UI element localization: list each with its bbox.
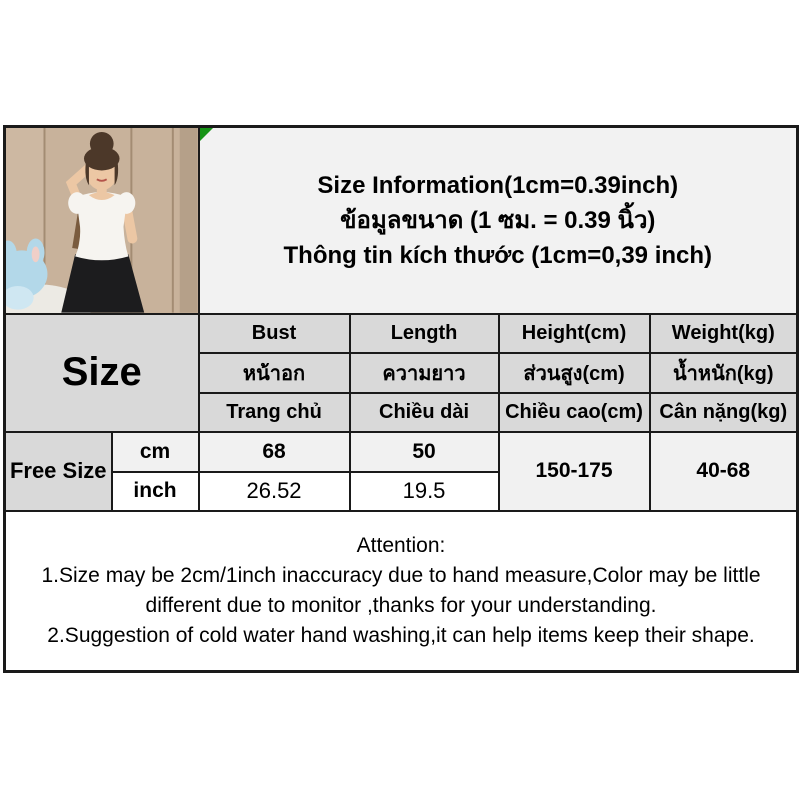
attention-note: Attention: 1.Size may be 2cm/1inch inacc…	[3, 509, 799, 673]
title-vietnamese: Thông tin kích thước (1cm=0,39 inch)	[283, 241, 713, 269]
model-photo	[3, 125, 200, 315]
col-header-length-en: Length	[348, 312, 500, 354]
col-header-length-vi: Chiều dài	[348, 391, 500, 433]
title-english: Size Information(1cm=0.39inch)	[317, 171, 679, 199]
unit-label-inch: inch	[110, 470, 200, 512]
cell-weight-range: 40-68	[648, 430, 799, 512]
col-header-bust-th: หน้าอก	[197, 351, 351, 394]
size-corner-label: Size	[3, 312, 200, 433]
size-table: Size Information(1cm=0.39inch) ข้อมูลขนา…	[3, 125, 800, 673]
col-header-bust-en: Bust	[197, 312, 351, 354]
col-header-weight-en: Weight(kg)	[648, 312, 799, 354]
col-header-height-en: Height(cm)	[497, 312, 651, 354]
col-header-length-th: ความยาว	[348, 351, 500, 394]
corner-triangle-icon	[200, 128, 213, 141]
unit-label-cm: cm	[110, 430, 200, 473]
attention-heading: Attention:	[356, 533, 446, 557]
col-header-height-vi: Chiều cao(cm)	[497, 391, 651, 433]
cell-length-inch: 19.5	[348, 470, 500, 512]
cell-bust-inch: 26.52	[197, 470, 351, 512]
attention-body: 1.Size may be 2cm/1inch inaccuracy due t…	[41, 563, 761, 647]
col-header-bust-vi: Trang chủ	[197, 391, 351, 433]
model-photo-illustration	[6, 128, 197, 312]
col-header-weight-vi: Cân nặng(kg)	[648, 391, 799, 433]
title-thai: ข้อมูลขนาด (1 ซม. = 0.39 นิ้ว)	[340, 206, 656, 234]
row-label-free-size: Free Size	[3, 430, 113, 512]
cell-height-range: 150-175	[497, 430, 651, 512]
title-box: Size Information(1cm=0.39inch) ข้อมูลขนา…	[197, 125, 799, 315]
col-header-weight-th: น้ำหนัก(kg)	[648, 351, 799, 394]
cell-length-cm: 50	[348, 430, 500, 473]
size-chart-sheet: Size Information(1cm=0.39inch) ข้อมูลขนา…	[3, 125, 800, 673]
col-header-height-th: ส่วนสูง(cm)	[497, 351, 651, 394]
cell-bust-cm: 68	[197, 430, 351, 473]
